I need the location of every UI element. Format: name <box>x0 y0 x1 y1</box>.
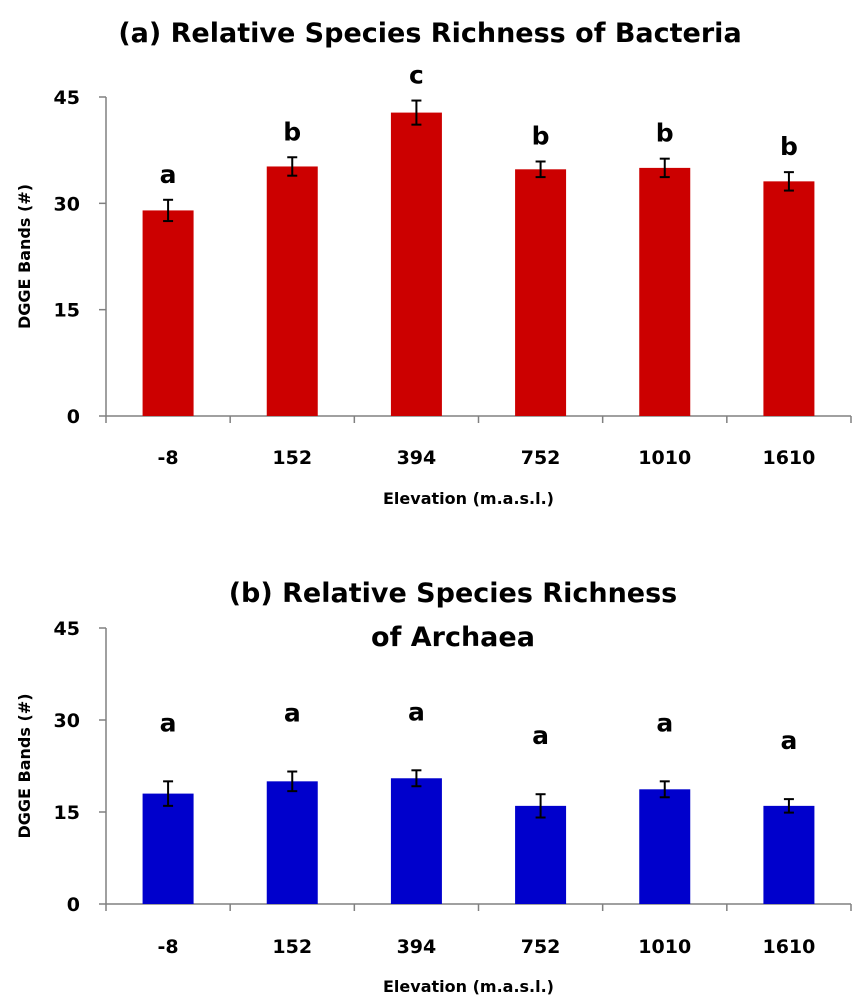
bacteria-x-tick-label: 1610 <box>762 447 815 469</box>
archaea-y-tick-label: 45 <box>54 618 80 640</box>
archaea-x-tick-label: -8 <box>158 936 179 958</box>
bacteria-y-axis-label: DGGE Bands (#) <box>15 184 34 329</box>
bacteria-bar <box>763 181 815 416</box>
archaea-x-tick-label: 152 <box>272 936 312 958</box>
archaea-x-axis-label: Elevation (m.a.s.l.) <box>383 977 554 996</box>
bacteria-bar <box>266 166 318 416</box>
archaea-title-line-1: (b) Relative Species Richness <box>229 578 678 609</box>
bacteria-x-tick-label: 1010 <box>638 447 691 469</box>
archaea-significance-letter: a <box>656 708 673 737</box>
archaea-significance-letter: a <box>780 726 797 755</box>
bacteria-bar <box>390 112 442 417</box>
bacteria-chart: (a) Relative Species Richness of Bacteri… <box>15 18 852 508</box>
archaea-bar <box>390 778 442 904</box>
archaea-title-line-2: of Archaea <box>371 622 535 653</box>
archaea-bar <box>266 781 318 904</box>
archaea-significance-letter: a <box>160 708 177 737</box>
bacteria-x-axis-label: Elevation (m.a.s.l.) <box>383 489 554 508</box>
bacteria-y-tick-label: 0 <box>67 406 80 428</box>
archaea-significance-letter: a <box>532 721 549 750</box>
bacteria-x-tick-label: -8 <box>158 447 179 469</box>
archaea-significance-letter: a <box>408 697 425 726</box>
archaea-x-tick-label: 752 <box>521 936 561 958</box>
archaea-bar <box>142 793 194 904</box>
archaea-bar <box>639 789 691 904</box>
archaea-y-tick-label: 30 <box>54 710 80 732</box>
bacteria-significance-letter: a <box>160 160 177 189</box>
bacteria-bar <box>639 167 691 416</box>
bacteria-title: (a) Relative Species Richness of Bacteri… <box>118 18 741 49</box>
archaea-bar <box>515 805 567 904</box>
bacteria-significance-letter: b <box>780 132 798 161</box>
bacteria-y-tick-label: 45 <box>54 87 80 109</box>
bacteria-significance-letter: b <box>532 122 550 151</box>
archaea-chart: (b) Relative Species Richness of Archaea 0… <box>15 578 852 996</box>
bacteria-significance-letter: c <box>409 61 424 90</box>
archaea-significance-letter: a <box>284 699 301 728</box>
archaea-bar <box>763 805 815 904</box>
bacteria-significance-letter: b <box>656 119 674 148</box>
archaea-y-tick-label: 15 <box>54 802 80 824</box>
archaea-x-tick-label: 1010 <box>638 936 691 958</box>
bacteria-x-tick-label: 152 <box>272 447 312 469</box>
archaea-x-tick-label: 1610 <box>762 936 815 958</box>
bacteria-y-tick-label: 30 <box>54 193 80 215</box>
bacteria-x-tick-label: 394 <box>397 447 437 469</box>
archaea-y-tick-label: 0 <box>67 894 80 916</box>
bacteria-bar <box>142 210 194 416</box>
archaea-y-axis-label: DGGE Bands (#) <box>15 693 34 838</box>
bacteria-x-tick-label: 752 <box>521 447 561 469</box>
bacteria-bar <box>515 169 567 416</box>
archaea-x-tick-label: 394 <box>397 936 437 958</box>
bacteria-y-tick-label: 15 <box>54 300 80 322</box>
bacteria-significance-letter: b <box>283 117 301 146</box>
